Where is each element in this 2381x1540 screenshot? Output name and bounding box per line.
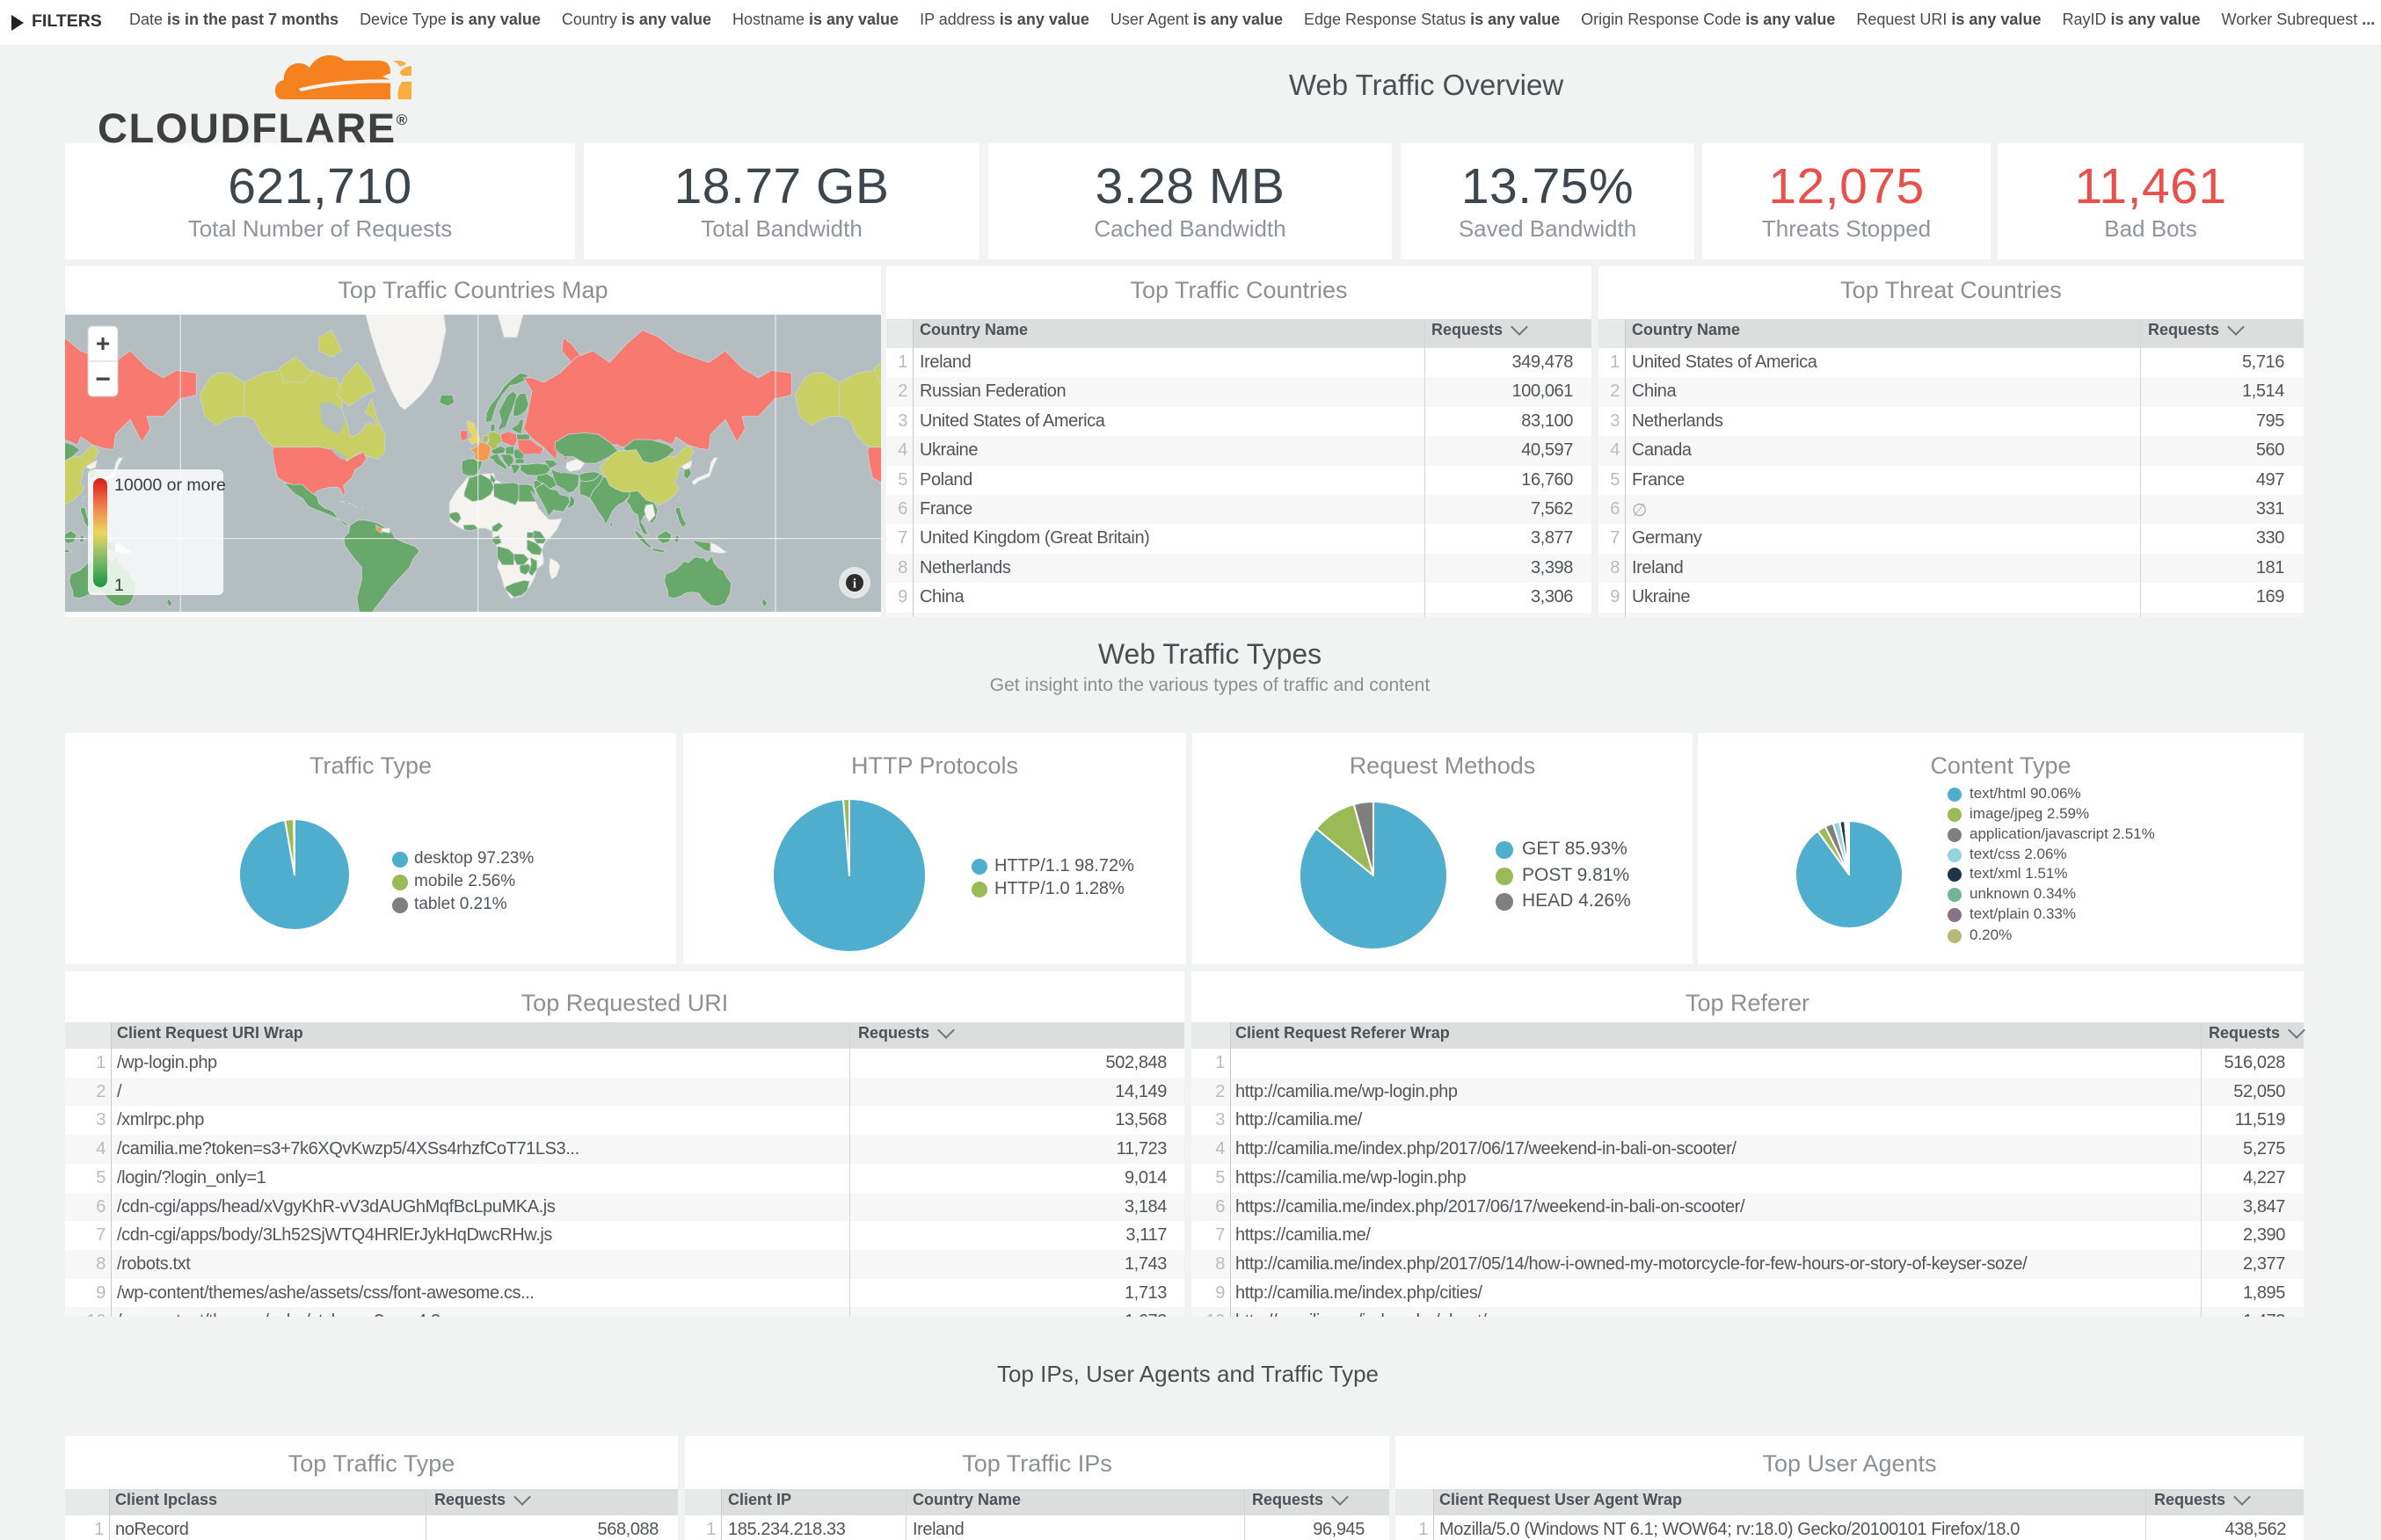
- svg-text:i: i: [853, 578, 856, 592]
- svg-text:10000 or more: 10000 or more: [114, 476, 226, 495]
- svg-text:−: −: [95, 365, 111, 394]
- svg-text:+: +: [96, 330, 110, 357]
- svg-text:1: 1: [114, 576, 124, 595]
